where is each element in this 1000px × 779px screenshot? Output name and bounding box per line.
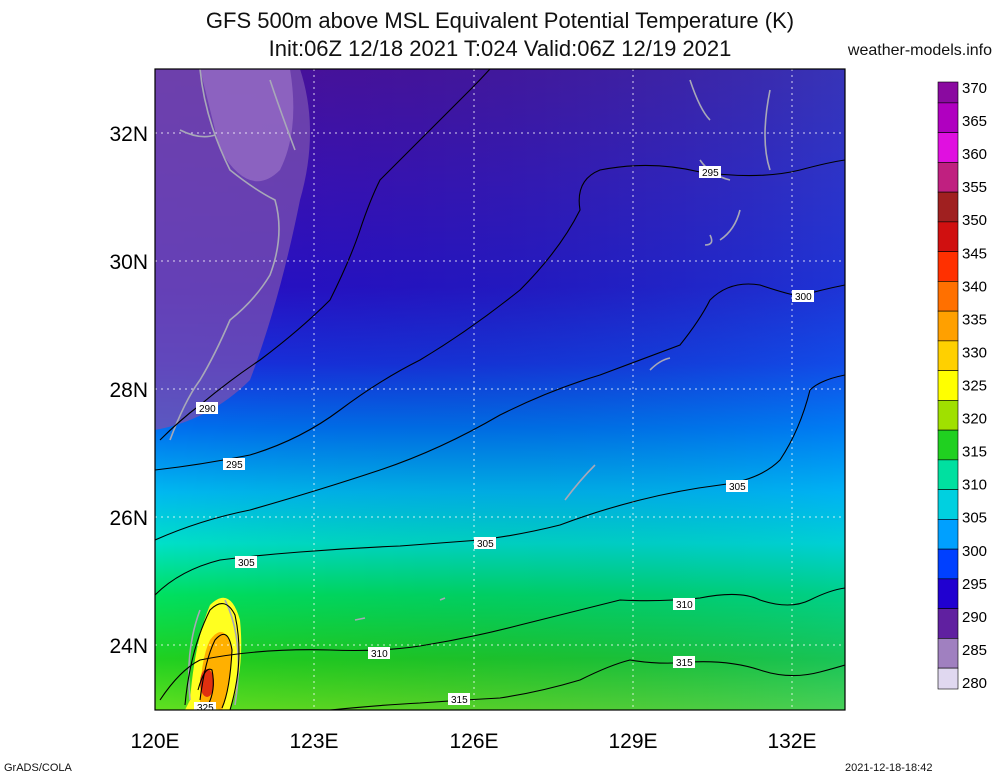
colorbar-swatch bbox=[937, 370, 959, 401]
lat-tick-label: 30N bbox=[109, 251, 148, 274]
svg-text:310: 310 bbox=[371, 649, 388, 660]
contour-label: 300 bbox=[792, 290, 814, 303]
graticule bbox=[155, 69, 845, 710]
colorbar-label: 315 bbox=[962, 444, 987, 461]
svg-text:305: 305 bbox=[729, 482, 746, 493]
theta-e-contours bbox=[155, 69, 845, 710]
svg-text:295: 295 bbox=[702, 168, 719, 179]
colorbar-swatch bbox=[937, 608, 959, 639]
lon-tick-label: 120E bbox=[130, 730, 179, 753]
colorbar-swatch bbox=[937, 519, 959, 550]
svg-text:315: 315 bbox=[451, 695, 468, 706]
colorbar-label: 335 bbox=[962, 311, 987, 328]
colorbar-label: 345 bbox=[962, 245, 987, 262]
contour-label: 310 bbox=[368, 647, 390, 660]
colorbar-swatch bbox=[937, 548, 959, 580]
contour-label: 310 bbox=[673, 598, 695, 611]
contour-label: 290 bbox=[196, 402, 218, 415]
lat-tick-label: 26N bbox=[109, 507, 148, 530]
plot-frame bbox=[154, 68, 846, 711]
colorbar-swatch bbox=[937, 667, 959, 690]
colorbar-label: 365 bbox=[962, 113, 987, 130]
colorbar-swatch bbox=[937, 400, 959, 431]
colorbar-label: 285 bbox=[962, 642, 987, 659]
colorbar-swatch bbox=[937, 251, 959, 282]
colorbar-swatch bbox=[937, 221, 959, 252]
svg-text:325: 325 bbox=[197, 703, 214, 714]
lon-tick-label: 123E bbox=[289, 730, 338, 753]
contour-label: 325 bbox=[194, 702, 216, 714]
colorbar-swatch bbox=[937, 429, 959, 461]
lat-tick-label: 24N bbox=[109, 635, 148, 658]
site-credit: weather-models.info bbox=[847, 42, 992, 59]
contour-label: 315 bbox=[673, 656, 695, 669]
colorbar-swatch bbox=[937, 459, 959, 490]
contour-labels: 290 295 295 300 305 305 305 310 310 315 … bbox=[194, 166, 814, 714]
colorbar-swatch bbox=[937, 102, 959, 133]
colorbar-label: 305 bbox=[962, 510, 987, 527]
footer-credit: GrADS/COLA bbox=[4, 762, 72, 774]
lat-tick-label: 28N bbox=[109, 379, 148, 402]
colorbar-label: 325 bbox=[962, 378, 987, 395]
svg-text:315: 315 bbox=[676, 658, 693, 669]
svg-text:290: 290 bbox=[199, 404, 216, 415]
colorbar-swatch bbox=[937, 281, 959, 312]
contour-label: 315 bbox=[448, 693, 470, 706]
colorbar-label: 370 bbox=[962, 80, 987, 97]
contour-label: 305 bbox=[474, 537, 496, 550]
colorbar-swatch bbox=[937, 578, 959, 609]
colorbar-label: 355 bbox=[962, 179, 987, 196]
svg-text:305: 305 bbox=[477, 539, 494, 550]
coastlines bbox=[169, 69, 771, 706]
colorbar-label: 330 bbox=[962, 344, 987, 361]
svg-text:305: 305 bbox=[238, 558, 255, 569]
lat-tick-label: 32N bbox=[109, 123, 148, 146]
svg-text:295: 295 bbox=[226, 460, 243, 471]
colorbar-swatch bbox=[937, 310, 959, 342]
colorbar: 370 365 360 355 350 345 340 335 330 325 320 315 310 3… bbox=[937, 80, 987, 692]
colorbar-label: 280 bbox=[962, 675, 987, 692]
contour-label: 305 bbox=[235, 556, 257, 569]
contour-label: 305 bbox=[726, 480, 748, 493]
contour-label: 295 bbox=[223, 458, 245, 471]
colorbar-swatch bbox=[937, 81, 959, 104]
contour-label: 295 bbox=[699, 166, 721, 179]
lon-tick-label: 132E bbox=[767, 730, 816, 753]
colorbar-label: 320 bbox=[962, 411, 987, 428]
longitude-axis: 120E 123E 126E 129E 132E bbox=[130, 730, 816, 753]
svg-text:300: 300 bbox=[795, 292, 812, 303]
field-layer: 290 295 295 300 305 305 305 310 310 315 … bbox=[155, 69, 845, 714]
colorbar-swatch bbox=[937, 191, 959, 223]
footer-timestamp: 2021-12-18-18:42 bbox=[845, 762, 933, 774]
colorbar-label: 350 bbox=[962, 212, 987, 229]
colorbar-label: 300 bbox=[962, 543, 987, 560]
colorbar-swatch bbox=[937, 638, 959, 669]
svg-text:310: 310 bbox=[676, 600, 693, 611]
colorbar-label: 360 bbox=[962, 146, 987, 163]
colorbar-swatch bbox=[937, 162, 959, 193]
colorbar-label: 340 bbox=[962, 278, 987, 295]
lon-tick-label: 126E bbox=[449, 730, 498, 753]
colorbar-swatch bbox=[937, 489, 959, 520]
colorbar-swatch bbox=[937, 132, 959, 163]
latitude-axis: 32N 30N 28N 26N 24N bbox=[109, 123, 148, 658]
colorbar-label: 310 bbox=[962, 477, 987, 494]
chart-title: GFS 500m above MSL Equivalent Potential … bbox=[205, 8, 795, 33]
colorbar-swatch bbox=[937, 340, 959, 371]
lon-tick-label: 129E bbox=[608, 730, 657, 753]
colorbar-label: 290 bbox=[962, 609, 987, 626]
colorbar-label: 295 bbox=[962, 576, 987, 593]
chart-subtitle: Init:06Z 12/18 2021 T:024 Valid:06Z 12/1… bbox=[268, 36, 732, 61]
